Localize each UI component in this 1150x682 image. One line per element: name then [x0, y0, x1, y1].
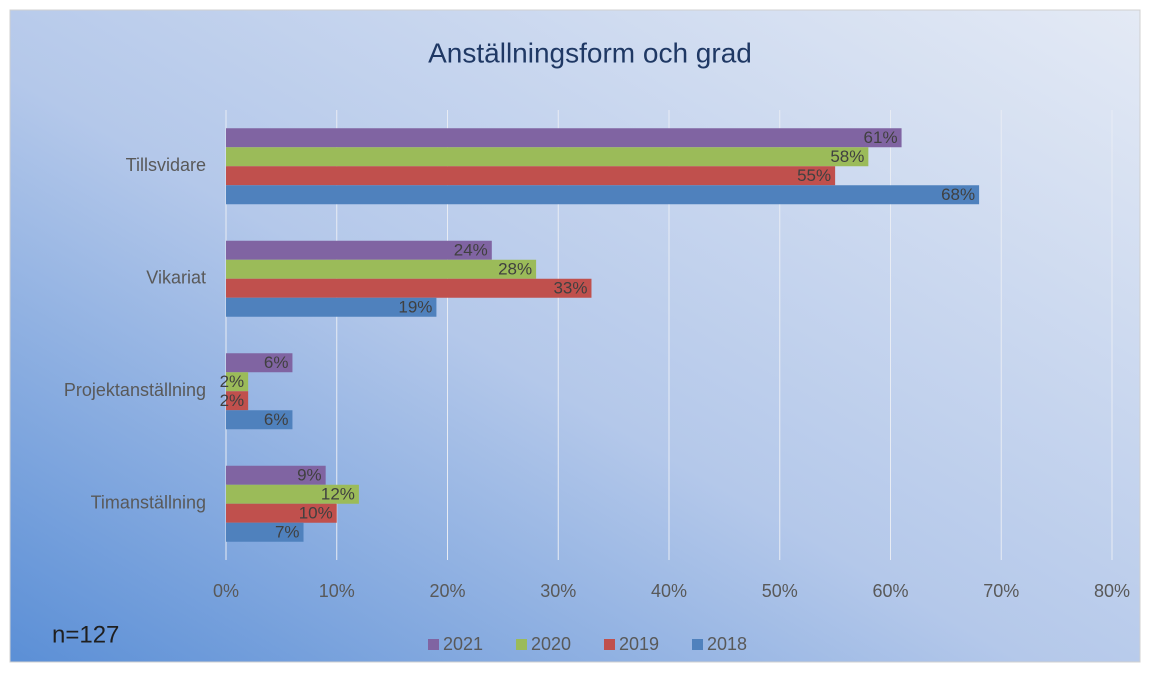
data-label: 28%	[498, 260, 532, 279]
legend-label: 2019	[619, 634, 659, 654]
data-label: 2%	[220, 391, 245, 410]
data-label: 10%	[299, 504, 333, 523]
bar	[226, 353, 293, 373]
x-tick-label: 0%	[213, 581, 239, 601]
legend-label: 2021	[443, 634, 483, 654]
x-tick-label: 20%	[429, 581, 465, 601]
bar	[226, 128, 902, 148]
x-tick-label: 10%	[319, 581, 355, 601]
legend-swatch	[516, 639, 527, 650]
bar	[226, 166, 836, 186]
data-label: 58%	[830, 147, 864, 166]
x-tick-label: 80%	[1094, 581, 1130, 601]
bar	[226, 391, 249, 411]
bar	[226, 278, 592, 298]
data-label: 9%	[297, 466, 322, 485]
y-tick-label: Projektanställning	[64, 380, 206, 400]
x-tick-label: 30%	[540, 581, 576, 601]
x-tick-label: 40%	[651, 581, 687, 601]
bar	[226, 522, 304, 542]
annotation: n=127	[52, 621, 119, 648]
x-tick-label: 50%	[762, 581, 798, 601]
data-label: 7%	[275, 523, 300, 542]
legend-swatch	[604, 639, 615, 650]
data-label: 24%	[454, 241, 488, 260]
data-label: 68%	[941, 185, 975, 204]
bar	[226, 503, 337, 523]
bar	[226, 297, 437, 317]
x-tick-label: 60%	[872, 581, 908, 601]
data-label: 6%	[264, 410, 289, 429]
data-label: 6%	[264, 353, 289, 372]
bar	[226, 484, 359, 504]
data-label: 2%	[220, 372, 245, 391]
bar	[226, 410, 293, 430]
data-label: 61%	[864, 128, 898, 147]
bar	[226, 185, 980, 205]
y-tick-label: Vikariat	[146, 268, 206, 288]
y-tick-label: Timanställning	[91, 493, 206, 513]
legend-swatch	[428, 639, 439, 650]
chart-title: Anställningsform och grad	[428, 37, 752, 68]
bar	[226, 259, 537, 279]
legend-label: 2018	[707, 634, 747, 654]
bar	[226, 240, 492, 260]
x-tick-label: 70%	[983, 581, 1019, 601]
bar	[226, 147, 869, 167]
bar	[226, 372, 249, 392]
chart-background	[9, 9, 1141, 663]
legend-swatch	[692, 639, 703, 650]
bar	[226, 465, 326, 485]
legend-label: 2020	[531, 634, 571, 654]
data-label: 19%	[398, 298, 432, 317]
data-label: 55%	[797, 166, 831, 185]
y-tick-label: Tillsvidare	[126, 155, 206, 175]
data-label: 12%	[321, 485, 355, 504]
data-label: 33%	[553, 279, 587, 298]
